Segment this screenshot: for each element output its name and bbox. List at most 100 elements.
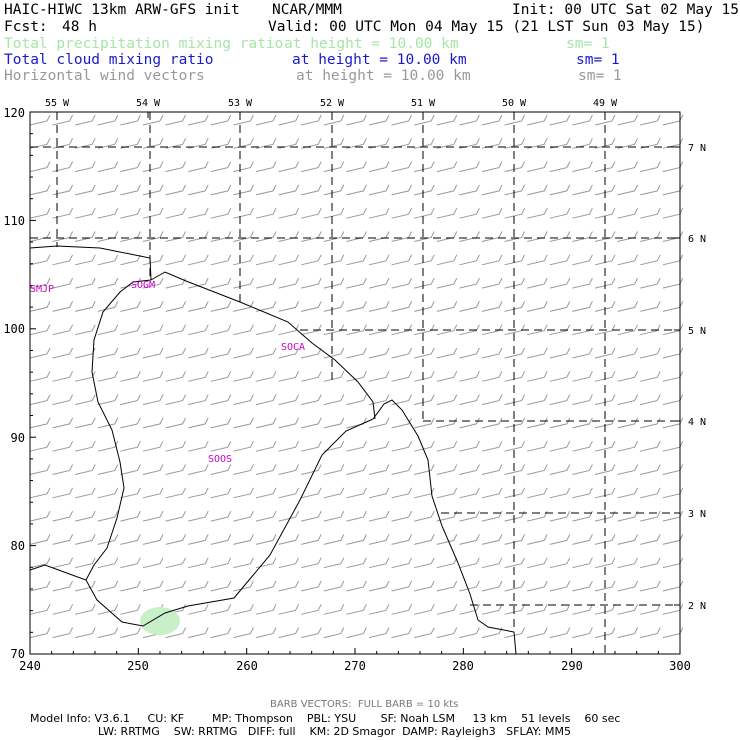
wind-barb (481, 487, 503, 499)
wind-barb (142, 324, 164, 336)
wind-barb (301, 604, 322, 615)
y-tick-label: 70 (11, 647, 25, 661)
wind-barb (436, 114, 458, 126)
wind-barb (459, 534, 480, 545)
wind-barb (233, 557, 254, 569)
field-wind-sm: sm= 1 (578, 68, 622, 84)
wind-barb (459, 394, 480, 406)
wind-barb (188, 487, 209, 499)
wind-barb (210, 510, 232, 522)
wind-barb (255, 487, 277, 499)
wind-barb (210, 371, 232, 382)
wind-barb (165, 324, 187, 336)
wind-barb (391, 184, 413, 196)
wind-barb (233, 184, 254, 196)
wind-barb (29, 464, 51, 475)
wind-barb (165, 464, 187, 475)
wind-barb (233, 324, 254, 336)
wind-barb (436, 627, 458, 639)
wind-barb (459, 604, 480, 615)
wind-barb (594, 184, 616, 196)
wind-barb (210, 440, 232, 452)
wind-barb (278, 604, 300, 615)
wind-barb (414, 277, 435, 289)
wind-barb (527, 371, 548, 382)
wind-barb (301, 231, 322, 242)
wind-barb (255, 627, 277, 639)
wind-barb (75, 161, 96, 173)
wind-barb (120, 324, 141, 336)
wind-barb (391, 580, 413, 592)
wind-barb (368, 277, 390, 289)
wind-barb (52, 604, 74, 615)
wind-barb (97, 347, 119, 359)
wind-barb (527, 161, 548, 173)
wind-barb (527, 207, 548, 219)
wind-barb (481, 161, 503, 173)
wind-barb (97, 277, 119, 289)
wind-barb (436, 207, 458, 219)
wind-barb (301, 510, 322, 522)
wind-barb (640, 487, 661, 499)
wind-barb (323, 207, 345, 219)
wind-barb (436, 231, 458, 242)
wind-barb (504, 394, 526, 406)
wind-barb (142, 464, 164, 475)
wind-barb (459, 417, 480, 429)
wind-barb (414, 207, 435, 219)
model-title: HAIC-HIWC 13km ARW-GFS init (4, 2, 240, 18)
wind-barb (346, 604, 367, 615)
wind-barb (210, 301, 232, 312)
wind-barb (165, 254, 187, 266)
wind-barb (142, 114, 164, 126)
wind-barb (481, 604, 503, 615)
wind-barb (120, 161, 141, 173)
wind-barb (368, 604, 390, 615)
wind-barb (120, 347, 141, 359)
wind-barb (436, 604, 458, 615)
wind-barb (594, 207, 616, 219)
wind-barb (527, 114, 548, 126)
valid-time: Valid: 00 UTC Mon 04 May 15 (21 LST Sun … (268, 19, 705, 35)
wind-barb (391, 347, 413, 359)
wind-barb (504, 604, 526, 615)
wind-barb (165, 534, 187, 545)
wind-barb (368, 510, 390, 522)
wind-barb (368, 417, 390, 429)
wind-barb (52, 347, 74, 359)
wind-barb (436, 580, 458, 592)
org-label: NCAR/MMM (272, 2, 342, 18)
wind-barb (301, 277, 322, 289)
wind-barb (29, 417, 51, 429)
station-soca: SOCA (281, 342, 305, 353)
wind-barb (640, 580, 661, 592)
wind-barb (391, 417, 413, 429)
wind-barb (391, 440, 413, 452)
wind-barb (346, 371, 367, 382)
wind-barb (278, 534, 300, 545)
wind-barb (414, 534, 435, 545)
wind-barb (594, 161, 616, 173)
wind-barb (594, 347, 616, 359)
init-time: Init: 00 UTC Sat 02 May 15 (512, 2, 739, 18)
wind-barb (52, 440, 74, 452)
wind-barb (640, 161, 661, 173)
wind-barb (210, 254, 232, 266)
wind-barb (323, 604, 345, 615)
wind-barb (436, 394, 458, 406)
lon-label: 53 W (228, 98, 253, 109)
wind-barb (233, 604, 254, 615)
wind-barb (120, 114, 141, 126)
station-smjp: SMJP (30, 284, 54, 295)
wind-barb (97, 231, 119, 242)
wind-barb (255, 604, 277, 615)
wind-barb (572, 627, 593, 639)
wind-barb (255, 347, 277, 359)
wind-barb (278, 487, 300, 499)
wind-barb (255, 440, 277, 452)
wind-barb (301, 301, 322, 312)
wind-barb (527, 324, 548, 336)
wind-barb (346, 440, 367, 452)
wind-barb (436, 534, 458, 545)
wind-barb (504, 440, 526, 452)
